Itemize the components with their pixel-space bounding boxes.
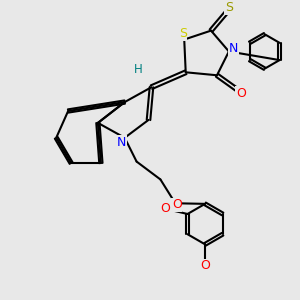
Text: O: O (172, 198, 182, 211)
Text: N: N (117, 136, 126, 149)
Text: H: H (134, 63, 143, 76)
Text: S: S (225, 1, 233, 14)
Text: O: O (236, 87, 246, 100)
Text: O: O (160, 202, 170, 215)
Text: S: S (179, 27, 187, 40)
Text: O: O (200, 259, 210, 272)
Text: N: N (229, 42, 238, 55)
